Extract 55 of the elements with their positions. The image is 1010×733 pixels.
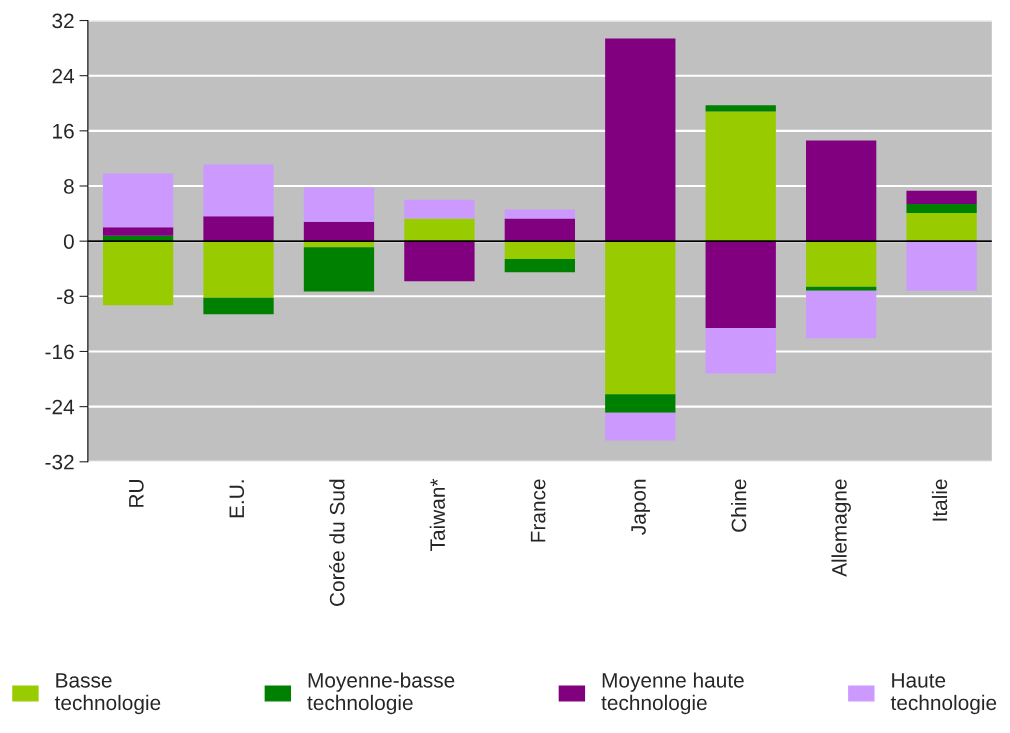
bar	[203, 297, 274, 315]
legend-label: Basse technologie	[54, 673, 161, 715]
y-tick-label: 24	[52, 68, 75, 84]
y-tick-label: 16	[53, 123, 74, 139]
bar	[906, 203, 977, 213]
bar	[404, 241, 475, 282]
x-tick-label: Allemagne	[831, 479, 851, 577]
legend-label: Haute technologie	[890, 673, 997, 715]
bar	[605, 38, 676, 242]
bar	[806, 241, 877, 287]
bar	[504, 241, 575, 260]
x-tick-label: Italie	[931, 479, 948, 521]
y-tick-label: -32	[45, 454, 74, 470]
bar	[705, 111, 776, 242]
x-tick-label: RU	[129, 480, 144, 507]
y-tick-label: 32	[52, 13, 74, 29]
x-tick-label: France	[530, 479, 546, 542]
bar	[303, 247, 375, 292]
x-tick-label: Taiwan*	[429, 478, 445, 551]
bar	[404, 218, 475, 242]
bar	[705, 241, 776, 329]
legend-label: Moyenne-basse technologie	[307, 672, 455, 715]
x-tick-label: Japon	[631, 479, 650, 535]
x-tick-label: Chine	[731, 479, 747, 532]
bar	[203, 241, 274, 298]
bar	[303, 221, 375, 242]
bar	[203, 216, 274, 242]
x-tick-label: Corée du Sud	[329, 479, 345, 606]
y-tick-label: -24	[45, 399, 75, 415]
bar	[102, 241, 174, 306]
legend-label: Moyenne haute technologie	[601, 672, 744, 715]
bar	[906, 212, 977, 242]
bar	[605, 412, 676, 441]
bar	[303, 187, 375, 222]
bar	[504, 218, 575, 242]
y-tick-label: -16	[45, 344, 74, 360]
bar	[605, 241, 676, 395]
bar	[705, 105, 776, 112]
bar	[504, 259, 575, 273]
bar	[605, 394, 676, 413]
bar	[404, 199, 475, 219]
y-tick-label: -8	[57, 289, 74, 305]
bar	[806, 140, 877, 242]
bar	[906, 241, 977, 291]
y-tick-label: 8	[64, 179, 74, 194]
bar	[102, 227, 174, 236]
bar	[806, 290, 877, 339]
bar	[102, 173, 174, 228]
bar	[806, 286, 877, 291]
bar	[203, 164, 274, 217]
y-tick-label: 0	[63, 234, 74, 249]
bar	[504, 209, 575, 219]
x-tick-label: E.U.	[229, 480, 245, 518]
bar	[906, 190, 977, 204]
bar	[705, 328, 776, 374]
